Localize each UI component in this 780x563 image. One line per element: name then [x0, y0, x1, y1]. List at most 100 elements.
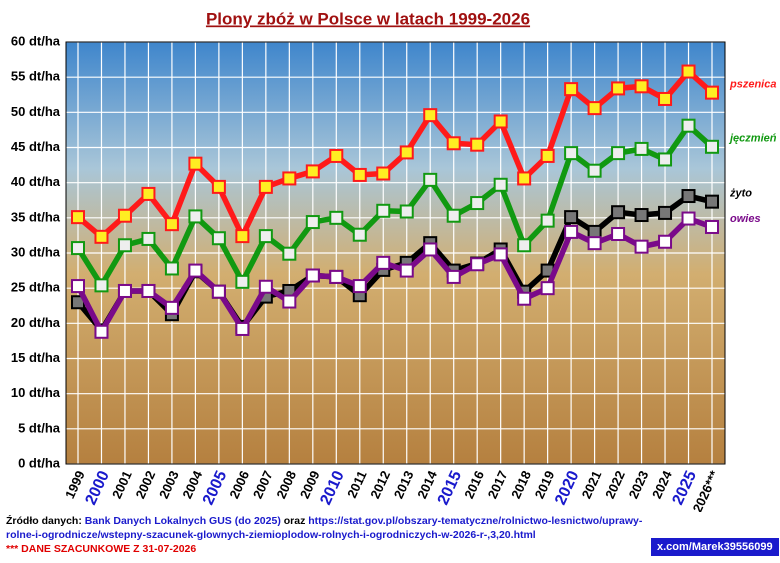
marker: [141, 186, 156, 201]
x-tick-label: 2012: [367, 468, 393, 501]
marker: [681, 211, 696, 226]
x-tick-label: 2016: [461, 468, 487, 501]
marker: [71, 279, 85, 294]
marker: [352, 279, 367, 294]
marker: [423, 108, 438, 123]
y-tick-label: 55 dt/ha: [11, 69, 61, 84]
marker: [376, 203, 391, 218]
series-line: [75, 122, 714, 289]
marker: [540, 148, 555, 163]
marker: [71, 210, 85, 225]
x-tick-label: 2000: [82, 468, 113, 508]
y-tick-label: 60 dt/ha: [11, 33, 61, 48]
series-label: jęczmień: [728, 133, 777, 145]
marker: [305, 268, 320, 283]
marker: [117, 208, 132, 223]
y-tick-label: 25 dt/ha: [11, 280, 61, 295]
marker: [376, 255, 391, 270]
x-tick-label: 2003: [156, 468, 182, 501]
marker: [470, 137, 485, 152]
series-line: [75, 215, 713, 335]
y-tick-label: 45 dt/ha: [11, 139, 61, 154]
marker: [446, 269, 461, 284]
y-tick-label: 30 dt/ha: [11, 244, 61, 259]
marker: [470, 196, 485, 211]
marker: [211, 179, 226, 194]
source-prefix: Źródło danych:: [6, 515, 82, 527]
marker: [611, 205, 626, 220]
marker: [211, 284, 226, 299]
y-tick-label: 15 dt/ha: [11, 350, 61, 365]
marker: [94, 278, 109, 293]
marker: [305, 164, 320, 179]
marker: [446, 208, 461, 223]
marker: [493, 247, 508, 262]
marker: [399, 204, 414, 219]
x-tick-label: 2018: [508, 468, 534, 501]
marker: [423, 242, 438, 257]
marker: [564, 210, 579, 225]
series-label: owies: [730, 213, 761, 225]
marker: [423, 172, 438, 187]
marker: [235, 229, 250, 244]
x-tick-label: 2013: [391, 468, 417, 501]
y-tick-label: 0 dt/ha: [18, 455, 61, 470]
marker: [305, 215, 320, 230]
marker: [681, 64, 696, 79]
marker: [587, 236, 602, 251]
marker: [517, 171, 532, 186]
marker: [352, 227, 367, 242]
marker: [681, 118, 696, 133]
x-tick-label: 2011: [344, 468, 370, 500]
x-tick-label: 2023: [626, 468, 652, 501]
x-tick-label: 2021: [579, 468, 605, 501]
marker: [658, 152, 673, 167]
marker: [188, 263, 203, 278]
x-tick-label: 2002: [132, 468, 158, 501]
marker: [117, 283, 132, 298]
marker: [329, 210, 344, 225]
marker: [258, 179, 273, 194]
y-tick-label: 5 dt/ha: [18, 420, 61, 435]
x-tick-label: 2008: [273, 468, 299, 501]
marker: [399, 145, 414, 160]
y-tick-label: 35 dt/ha: [11, 209, 61, 224]
x-tick-label: 2010: [317, 468, 348, 508]
chart: Plony zbóż w Polsce w latach 1999-2026 0…: [11, 9, 777, 512]
marker: [540, 213, 555, 228]
marker: [705, 85, 719, 100]
marker: [141, 231, 156, 246]
marker: [329, 269, 344, 284]
y-tick-label: 40 dt/ha: [11, 174, 61, 189]
marker: [376, 166, 391, 181]
handle[interactable]: x.com/Marek39556099: [651, 538, 779, 556]
y-tick-label: 20 dt/ha: [11, 315, 61, 330]
y-tick-label: 50 dt/ha: [11, 104, 61, 119]
marker: [611, 146, 626, 161]
marker: [587, 224, 602, 239]
x-tick-label: 2005: [200, 468, 231, 508]
marker: [634, 79, 649, 94]
marker: [634, 239, 649, 254]
marker: [517, 291, 532, 306]
series-label: żyto: [729, 188, 752, 200]
marker: [352, 167, 367, 182]
marker: [235, 274, 250, 289]
marker: [164, 217, 179, 232]
y-tick-label: 10 dt/ha: [11, 385, 61, 400]
marker: [634, 141, 649, 156]
marker: [117, 238, 132, 253]
marker: [658, 91, 673, 106]
marker: [517, 238, 532, 253]
marker: [634, 208, 649, 223]
source-link[interactable]: Bank Danych Lokalnych GUS (do 2025): [84, 515, 281, 527]
marker: [282, 246, 297, 261]
marker: [658, 205, 673, 220]
source-link[interactable]: https://stat.gov.pl/obszary-tematyczne/r…: [6, 515, 643, 541]
marker: [564, 224, 579, 239]
marker: [329, 148, 344, 163]
marker: [71, 241, 85, 256]
marker: [470, 257, 485, 272]
marker: [611, 81, 626, 96]
